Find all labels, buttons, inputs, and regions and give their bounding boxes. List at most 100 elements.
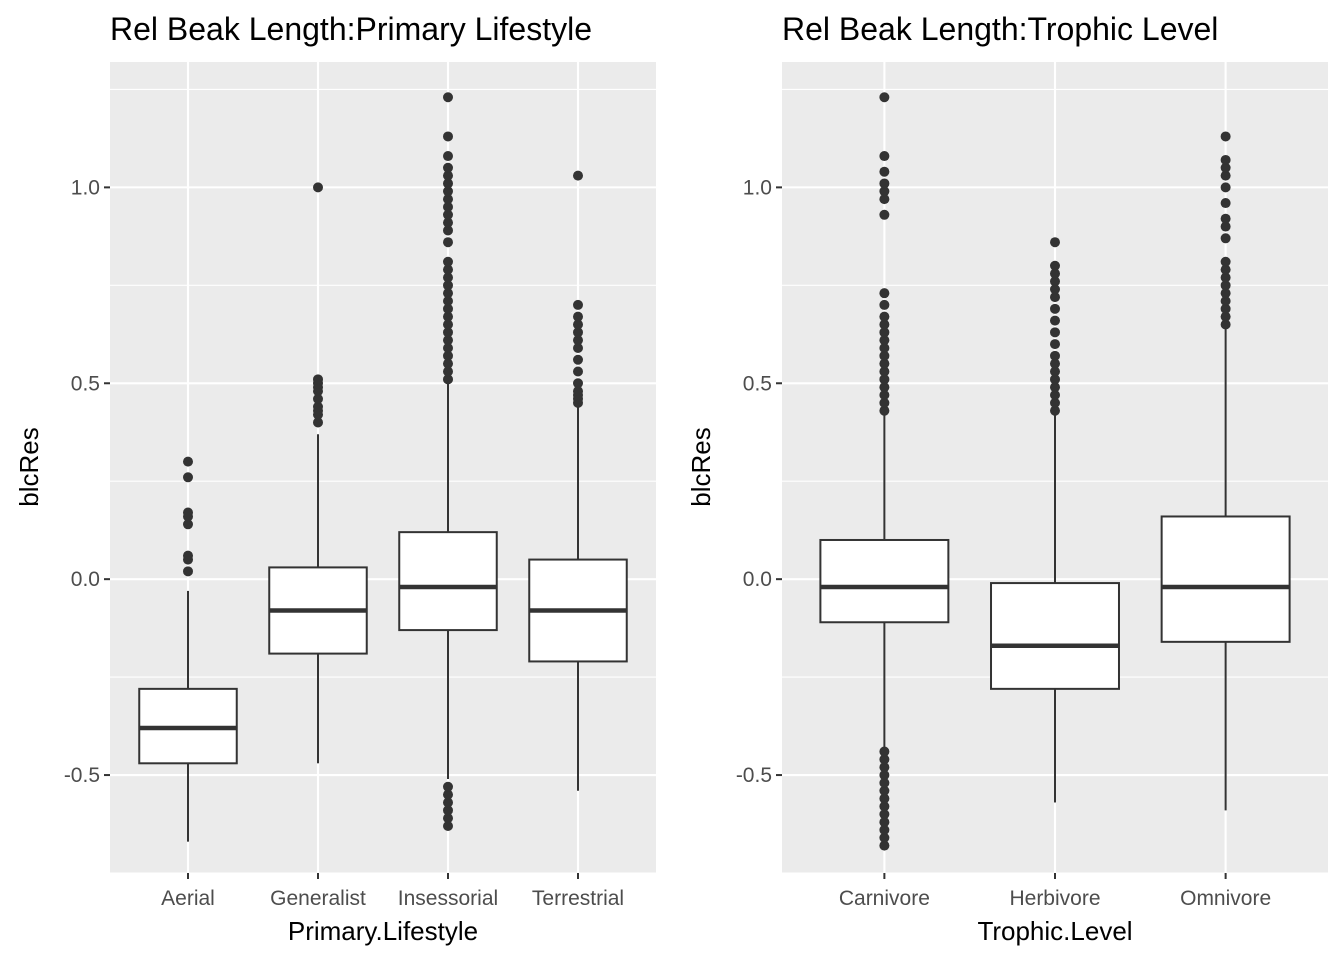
y-axis-title: blcRes: [14, 427, 44, 506]
x-tick-label: Aerial: [161, 887, 215, 910]
outlier-point: [879, 754, 890, 765]
outlier-point: [313, 374, 323, 385]
outlier-point: [573, 386, 583, 397]
outlier-point: [443, 813, 453, 824]
outlier-point: [313, 182, 323, 193]
outlier-point: [1220, 154, 1231, 165]
outlier-point: [1220, 311, 1231, 322]
outlier-point: [1220, 272, 1231, 283]
outlier-point: [879, 151, 890, 162]
outlier-point: [1050, 284, 1060, 295]
outlier-point: [1220, 233, 1231, 244]
box-marks: [819, 92, 1291, 851]
outlier-point: [1050, 292, 1060, 303]
outlier-point: [1050, 390, 1060, 401]
outlier-point: [443, 288, 453, 299]
outlier-point: [183, 566, 193, 577]
outlier-point: [443, 358, 453, 369]
box-generalist: [268, 182, 368, 764]
outlier-point: [573, 343, 583, 354]
outlier-point: [573, 327, 583, 338]
outlier-point: [879, 746, 890, 757]
outlier-point: [879, 209, 890, 220]
chart-title: Rel Beak Length:Primary Lifestyle: [110, 11, 592, 47]
iqr-box: [990, 582, 1120, 690]
chart-title: Rel Beak Length:Trophic Level: [782, 11, 1218, 47]
outlier-point: [879, 832, 890, 843]
outlier-point: [1050, 350, 1060, 361]
y-axis: -0.5 0.0 0.5 1.0: [736, 176, 782, 787]
iqr-box: [1160, 515, 1291, 643]
outlier-point: [879, 335, 890, 346]
outlier-point: [879, 382, 890, 393]
outlier-point: [443, 92, 453, 103]
outlier-point: [443, 805, 453, 816]
outlier-point: [313, 417, 323, 428]
outlier-point: [1220, 131, 1231, 142]
outlier-point: [313, 393, 323, 404]
outlier-point: [879, 194, 890, 205]
y-tick-label: 1.0: [71, 176, 100, 199]
outlier-point: [1050, 303, 1060, 314]
x-axis: Carnivore Herbivore Omnivore: [839, 873, 1271, 910]
outlier-point: [879, 793, 890, 804]
outlier-point: [183, 456, 193, 467]
outlier-point: [443, 256, 453, 267]
outlier-point: [1220, 288, 1231, 299]
outlier-point: [879, 777, 890, 788]
outlier-point: [879, 817, 890, 828]
outlier-point: [1050, 327, 1060, 338]
outlier-point: [879, 390, 890, 401]
outlier-point: [1050, 382, 1060, 393]
outlier-point: [443, 217, 453, 228]
outlier-point: [879, 92, 890, 103]
x-tick-label: Herbivore: [1009, 887, 1100, 910]
box-terrestrial: [528, 170, 628, 791]
outlier-point: [879, 299, 890, 310]
outlier-point: [879, 397, 890, 408]
outlier-point: [879, 343, 890, 354]
outlier-point: [443, 295, 453, 306]
y-tick-label: 0.5: [743, 372, 772, 395]
outlier-point: [183, 507, 193, 518]
outlier-point: [879, 366, 890, 377]
outlier-point: [313, 401, 323, 412]
outlier-point: [879, 809, 890, 820]
outlier-point: [443, 311, 453, 322]
outlier-point: [879, 327, 890, 338]
x-tick-label: Insessorial: [398, 887, 498, 910]
outlier-point: [443, 151, 453, 162]
outlier-point: [879, 405, 890, 416]
outlier-point: [1220, 303, 1231, 314]
outlier-point: [573, 335, 583, 346]
outlier-point: [443, 162, 453, 173]
y-tick-label: -0.5: [736, 764, 772, 787]
x-axis-title: Trophic.Level: [977, 916, 1132, 946]
outlier-point: [879, 770, 890, 781]
outlier-point: [443, 225, 453, 236]
outlier-point: [1220, 182, 1231, 193]
outlier-point: [1220, 256, 1231, 267]
x-axis-title: Primary.Lifestyle: [288, 916, 478, 946]
outlier-point: [443, 186, 453, 197]
y-tick-label: 0.0: [743, 568, 772, 591]
x-tick-label: Generalist: [270, 887, 366, 910]
outlier-point: [1220, 213, 1231, 224]
panel-trophic-level: Rel Beak Length:Trophic Level -0.5 0.0 0.5…: [686, 11, 1328, 946]
y-tick-label: -0.5: [64, 764, 100, 787]
outlier-point: [443, 820, 453, 831]
outlier-point: [443, 789, 453, 800]
outlier-point: [879, 785, 890, 796]
outlier-point: [1220, 264, 1231, 275]
outlier-point: [1050, 315, 1060, 326]
box-aerial: [138, 456, 238, 842]
outlier-point: [879, 178, 890, 189]
outlier-point: [879, 824, 890, 835]
outlier-point: [183, 519, 193, 530]
y-tick-label: 1.0: [743, 176, 772, 199]
outlier-point: [573, 311, 583, 322]
outlier-point: [573, 319, 583, 330]
outlier-point: [573, 170, 583, 181]
x-axis: Aerial Generalist Insessorial Terrestrial: [161, 873, 624, 910]
outlier-point: [183, 550, 193, 561]
